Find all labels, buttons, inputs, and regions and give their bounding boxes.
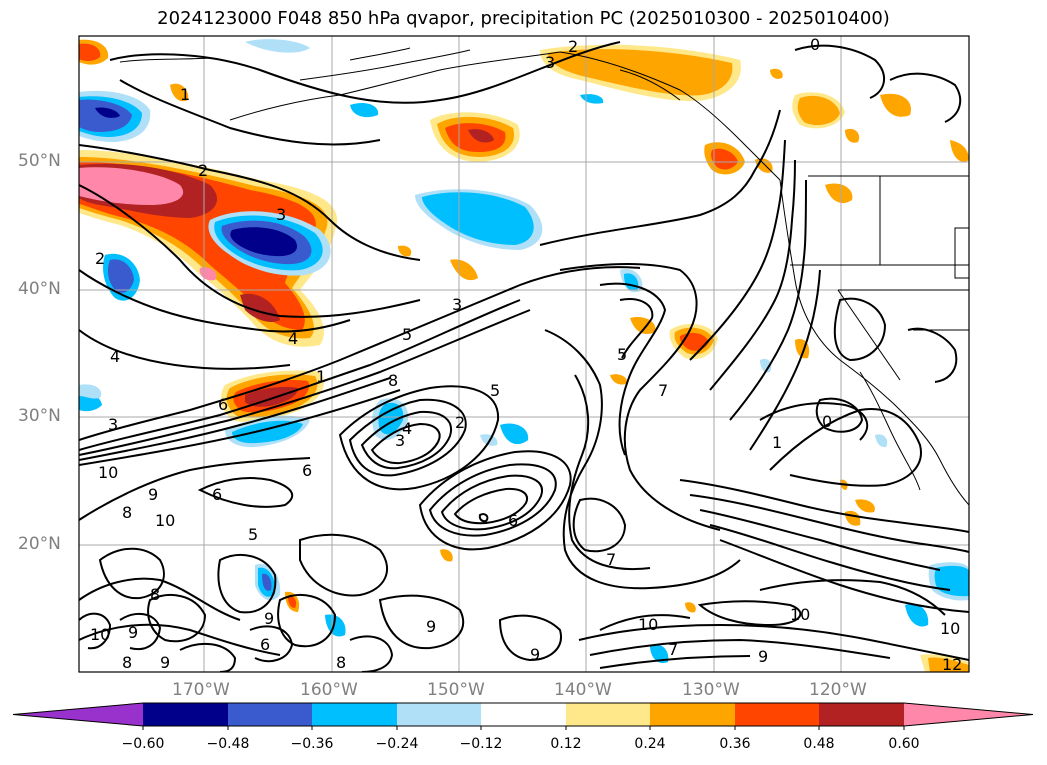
contour-label: 8 (122, 653, 132, 672)
contour-label: 1 (180, 85, 190, 104)
contour-label: 6 (508, 511, 518, 530)
lat-label-40n: 40°N (18, 279, 61, 299)
contour-label: 2 (455, 413, 465, 432)
contour-label: 5 (617, 345, 627, 364)
contour-label: 8 (336, 653, 346, 672)
contour-label: 2 (198, 161, 208, 180)
contour-label: 8 (388, 371, 398, 390)
colorbar-segment (819, 703, 904, 726)
contour-label: 4 (288, 329, 298, 348)
lat-label-50n: 50°N (18, 151, 61, 171)
colorbar-tick: −0.48 (206, 736, 250, 752)
contour-label: 9 (264, 609, 274, 628)
contour-label: 6 (212, 485, 222, 504)
contour-label: 10 (638, 615, 658, 634)
contour-label: 5 (248, 525, 258, 544)
contour-label: 8 (122, 503, 132, 522)
map-title: 2024123000 F048 850 hPa qvapor, precipit… (157, 8, 890, 29)
contour-label: 9 (758, 647, 768, 666)
colorbar-tick: −0.36 (290, 736, 334, 752)
lon-label-150w: 150°W (427, 680, 485, 700)
colorbar-tick: −0.24 (375, 736, 419, 752)
contour-label: 3 (395, 431, 405, 450)
colorbar-segment (228, 703, 312, 726)
colorbar-extend-low (13, 703, 143, 726)
contour-label: 1 (316, 367, 326, 386)
contour-label: 5 (490, 381, 500, 400)
contour-label: 1 (772, 433, 782, 452)
colorbar (12, 702, 1034, 730)
colorbar-segment (566, 703, 650, 726)
contour-label: 9 (530, 645, 540, 664)
colorbar-tick: −0.12 (459, 736, 503, 752)
contour-label: 4 (110, 347, 120, 366)
colorbar-tick: 0.12 (550, 736, 582, 752)
contour-label: 6 (302, 461, 312, 480)
contour-label: 10 (790, 605, 810, 624)
plot-frame (78, 35, 970, 673)
contour-labels: 2 3 0 1 2 3 2 4 3 5 4 1 6 8 5 7 5 0 1 3 … (90, 35, 962, 674)
colorbar-segment (312, 703, 397, 726)
contour-label: 5 (402, 325, 412, 344)
contour-label: 3 (108, 415, 118, 434)
colorbar-segment (735, 703, 819, 726)
colorbar-tick: 0.36 (719, 736, 751, 752)
colorbar-tick: 0.60 (888, 736, 920, 752)
coastlines (119, 47, 969, 506)
contour-label: 0 (822, 412, 832, 431)
contour-label: 10 (90, 625, 110, 644)
lon-label-130w: 130°W (682, 680, 740, 700)
contour-label: 2 (568, 37, 578, 56)
contour-label: 12 (942, 655, 962, 674)
lon-label-120w: 120°W (809, 680, 867, 700)
contour-label: 3 (276, 205, 286, 224)
precip-fill-layer (79, 39, 969, 672)
contour-lines (79, 41, 969, 672)
graticule (79, 36, 969, 672)
contour-label: 9 (426, 617, 436, 636)
contour-label: 7 (658, 381, 668, 400)
contour-label: 9 (148, 485, 158, 504)
contour-label: 10 (98, 463, 118, 482)
contour-label: 8 (150, 585, 160, 604)
lon-label-140w: 140°W (554, 680, 612, 700)
colorbar-segment (397, 703, 481, 726)
colorbar-segment (650, 703, 735, 726)
contour-label: 9 (160, 653, 170, 672)
colorbar-tick: 0.48 (803, 736, 835, 752)
colorbar-tick: 0.24 (634, 736, 666, 752)
positive-region-nw-pink (79, 167, 184, 205)
contour-label: 6 (260, 635, 270, 654)
contour-label: 4 (402, 419, 412, 438)
contour-label: 3 (452, 295, 462, 314)
contour-label: 6 (218, 395, 228, 414)
contour-label: 3 (545, 53, 555, 72)
lat-label-30n: 30°N (18, 406, 61, 426)
lat-label-20n: 20°N (18, 534, 61, 554)
contour-label: 2 (95, 249, 105, 268)
contour-label: 9 (128, 623, 138, 642)
contour-label: 0 (810, 35, 820, 54)
colorbar-tick: −0.60 (121, 736, 165, 752)
colorbar-segment (481, 703, 566, 726)
lon-label-160w: 160°W (300, 680, 358, 700)
contour-label: 7 (668, 640, 678, 659)
contour-label: 7 (606, 550, 616, 569)
colorbar-extend-high (904, 703, 1033, 726)
contour-label: 10 (940, 619, 960, 638)
contour-label: 10 (155, 511, 175, 530)
lon-label-170w: 170°W (172, 680, 230, 700)
colorbar-segment (143, 703, 228, 726)
